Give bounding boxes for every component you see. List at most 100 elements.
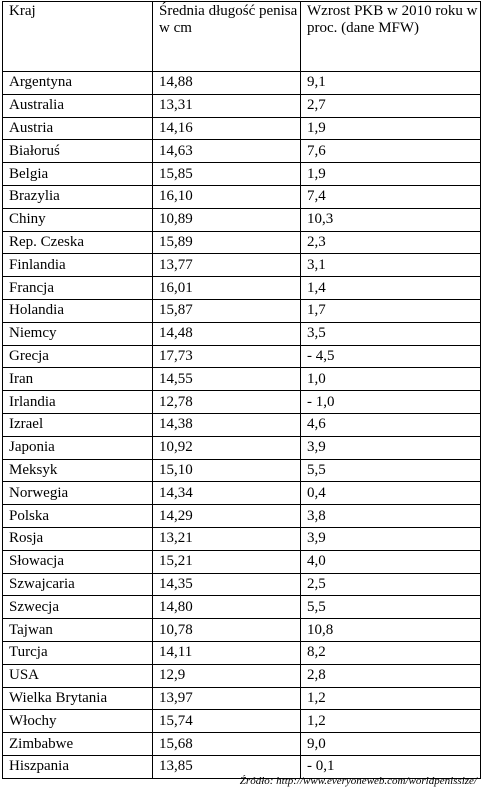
cell-avg-length: 13,21 xyxy=(152,526,301,551)
table-header-row: Kraj Średnia długość penisa w cm Wzrost … xyxy=(2,1,481,72)
table-row: Grecja 17,73- 4,5 xyxy=(2,344,481,369)
cell-avg-length: 16,01 xyxy=(152,276,301,300)
cell-avg-length: 14,88 xyxy=(152,71,301,95)
cell-gdp-growth: 9,0 xyxy=(300,732,481,756)
table-row: Izrael 14,38 4,6 xyxy=(2,412,481,437)
cell-gdp-growth: 1,7 xyxy=(300,298,481,323)
cell-country: Iran xyxy=(2,367,153,392)
table-row: Brazylia 16,10 7,4 xyxy=(2,184,481,209)
cell-gdp-growth: 5,5 xyxy=(300,458,481,483)
table-row: Finlandia 13,77 3,1 xyxy=(2,253,481,278)
cell-gdp-growth: 2,8 xyxy=(300,663,481,688)
table-row: Białoruś 14,63 7,6 xyxy=(2,139,481,164)
cell-country: Francja xyxy=(2,276,153,300)
cell-country: Polska xyxy=(2,504,153,528)
table-row: Słowacja 15,21 4,0 xyxy=(2,549,481,574)
cell-avg-length: 15,10 xyxy=(152,458,301,483)
cell-avg-length: 15,85 xyxy=(152,162,301,186)
cell-country: Austria xyxy=(2,116,153,141)
cell-gdp-growth: 4,0 xyxy=(300,549,481,574)
cell-avg-length: 15,21 xyxy=(152,549,301,574)
cell-country: Chiny xyxy=(2,207,153,232)
cell-avg-length: 15,89 xyxy=(152,230,301,255)
table-row: USA 12,9 2,8 xyxy=(2,663,481,688)
cell-country: Holandia xyxy=(2,298,153,323)
cell-avg-length: 14,63 xyxy=(152,139,301,164)
cell-avg-length: 10,89 xyxy=(152,207,301,232)
cell-gdp-growth: 1,9 xyxy=(300,162,481,186)
cell-gdp-growth: - 0,1 xyxy=(300,754,481,779)
table-row: Iran 14,55 1,0 xyxy=(2,367,481,392)
table-row: Irlandia 12,78- 1,0 xyxy=(2,390,481,414)
cell-gdp-growth: 3,9 xyxy=(300,526,481,551)
cell-country: Meksyk xyxy=(2,458,153,483)
cell-gdp-growth: 7,4 xyxy=(300,184,481,209)
table-row: Zimbabwe 15,68 9,0 xyxy=(2,732,481,756)
cell-gdp-growth: 3,1 xyxy=(300,253,481,278)
table-row: Rep. Czeska 15,89 2,3 xyxy=(2,230,481,255)
cell-country: Wielka Brytania xyxy=(2,686,153,711)
table-row: Szwecja 14,80 5,5 xyxy=(2,595,481,620)
cell-country: Argentyna xyxy=(2,71,153,95)
cell-country: Finlandia xyxy=(2,253,153,278)
header-gdp-growth: Wzrost PKB w 2010 roku w proc. (dane MFW… xyxy=(300,1,481,72)
table-row: Szwajcaria 14,35 2,5 xyxy=(2,572,481,597)
table-row: Chiny 10,89 10,3 xyxy=(2,207,481,232)
cell-avg-length: 12,9 xyxy=(152,663,301,688)
cell-avg-length: 12,78 xyxy=(152,390,301,414)
header-avg-length: Średnia długość penisa w cm xyxy=(152,1,301,72)
cell-avg-length: 13,31 xyxy=(152,93,301,118)
cell-country: Szwecja xyxy=(2,595,153,620)
cell-country: Rep. Czeska xyxy=(2,230,153,255)
table-row: Australia 13,31 2,7 xyxy=(2,93,481,118)
cell-country: Szwajcaria xyxy=(2,572,153,597)
cell-country: Włochy xyxy=(2,709,153,734)
cell-gdp-growth: 1,2 xyxy=(300,686,481,711)
cell-country: Białoruś xyxy=(2,139,153,164)
table-row: Wielka Brytania 13,97 1,2 xyxy=(2,686,481,711)
cell-avg-length: 14,34 xyxy=(152,481,301,506)
cell-gdp-growth: 3,8 xyxy=(300,504,481,528)
source-note: Źródło: http://www.everyoneweb.com/world… xyxy=(239,775,477,787)
cell-gdp-growth: 7,6 xyxy=(300,139,481,164)
cell-country: Hiszpania xyxy=(2,754,153,779)
cell-avg-length: 14,80 xyxy=(152,595,301,620)
cell-avg-length: 14,35 xyxy=(152,572,301,597)
cell-country: Zimbabwe xyxy=(2,732,153,756)
cell-country: Rosja xyxy=(2,526,153,551)
cell-gdp-growth: 3,5 xyxy=(300,321,481,346)
cell-gdp-growth: 1,9 xyxy=(300,116,481,141)
table-row: Niemcy 14,48 3,5 xyxy=(2,321,481,346)
cell-gdp-growth: 2,5 xyxy=(300,572,481,597)
cell-gdp-growth: 5,5 xyxy=(300,595,481,620)
cell-gdp-growth: 4,6 xyxy=(300,412,481,437)
cell-avg-length: 14,16 xyxy=(152,116,301,141)
cell-avg-length: 14,29 xyxy=(152,504,301,528)
cell-avg-length: 15,87 xyxy=(152,298,301,323)
table-row: Rosja 13,21 3,9 xyxy=(2,526,481,551)
table-row: Belgia 15,85 1,9 xyxy=(2,162,481,186)
data-table: Kraj Średnia długość penisa w cm Wzrost … xyxy=(2,1,481,779)
cell-avg-length: 15,74 xyxy=(152,709,301,734)
cell-country: USA xyxy=(2,663,153,688)
table-row: Turcja 14,11 8,2 xyxy=(2,640,481,665)
cell-gdp-growth: 8,2 xyxy=(300,640,481,665)
cell-avg-length: 10,92 xyxy=(152,435,301,460)
cell-country: Norwegia xyxy=(2,481,153,506)
cell-gdp-growth: 0,4 xyxy=(300,481,481,506)
cell-country: Izrael xyxy=(2,412,153,437)
cell-country: Grecja xyxy=(2,344,153,369)
cell-avg-length: 14,48 xyxy=(152,321,301,346)
cell-gdp-growth: 1,0 xyxy=(300,367,481,392)
cell-country: Belgia xyxy=(2,162,153,186)
cell-gdp-growth: 3,9 xyxy=(300,435,481,460)
table-row: Włochy 15,74 1,2 xyxy=(2,709,481,734)
table-row: Meksyk 15,10 5,5 xyxy=(2,458,481,483)
header-country: Kraj xyxy=(2,1,153,72)
cell-avg-length: 14,11 xyxy=(152,640,301,665)
cell-country: Turcja xyxy=(2,640,153,665)
cell-country: Niemcy xyxy=(2,321,153,346)
cell-avg-length: 13,97 xyxy=(152,686,301,711)
cell-gdp-growth: 1,4 xyxy=(300,276,481,300)
table-row: Francja 16,01 1,4 xyxy=(2,276,481,300)
